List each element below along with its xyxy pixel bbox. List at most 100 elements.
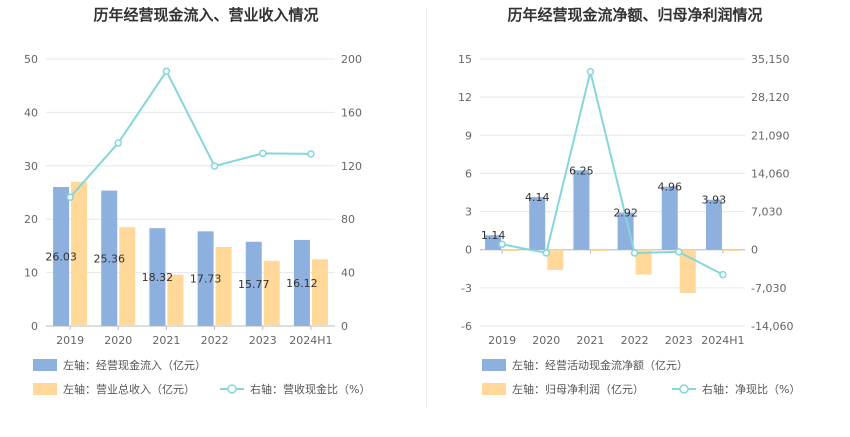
x-category-label: 2022 <box>201 334 229 347</box>
ratio-line <box>501 71 724 276</box>
ratio-point <box>719 270 727 279</box>
legend-secondary-label: 左轴：归母净利润（亿元） <box>512 382 644 396</box>
right-tick-label: 28,120 <box>751 91 790 104</box>
left-tick-label: 12 <box>458 91 472 104</box>
left-tick-label: 9 <box>465 129 472 142</box>
left-tick-label: 6 <box>465 167 472 180</box>
bar-data-label: 4.96 <box>658 181 683 194</box>
ratio-line <box>69 69 311 198</box>
x-category-label: 2022 <box>621 334 649 347</box>
ratio-point <box>66 193 74 202</box>
bar-data-label: 2.92 <box>613 207 638 220</box>
left-tick-label: 50 <box>24 53 38 66</box>
bar-primary <box>149 228 166 326</box>
ratio-point <box>586 68 595 76</box>
right-tick-label: 35,150 <box>751 53 790 66</box>
left-tick-label: 20 <box>24 213 38 226</box>
bar-data-label: 3.93 <box>702 194 727 207</box>
bar-secondary <box>167 274 184 326</box>
right-tick-label: -7,030 <box>751 282 786 295</box>
ratio-point <box>114 139 122 147</box>
net-cash-profit-chart: 历年经营现金流净额、归母净利润情况 -6 -3 0 3 6 9 12 15 -14,060 -7,0… <box>458 6 800 396</box>
bar-primary <box>705 199 722 250</box>
bar-secondary <box>215 246 232 326</box>
bar-data-label: 4.14 <box>525 191 550 204</box>
bar-primary <box>293 239 310 326</box>
chart-title: 历年经营现金流净额、归母净利润情况 <box>507 6 762 24</box>
bar-secondary <box>635 249 652 275</box>
legend-secondary-swatch <box>482 383 506 395</box>
right-tick-label: 0 <box>751 244 758 257</box>
bar-data-label: 16.12 <box>286 277 318 290</box>
bar-secondary <box>119 227 136 326</box>
x-category-label: 2024H1 <box>289 334 332 347</box>
ratio-point <box>307 150 315 158</box>
right-tick-label: 0 <box>341 320 348 333</box>
left-tick-label: 0 <box>31 320 38 333</box>
bar-data-label: 15.77 <box>238 278 270 291</box>
legend-primary-label: 左轴：经营现金流入（亿元） <box>63 358 206 372</box>
left-tick-label: 10 <box>24 267 38 280</box>
legend-primary-swatch <box>482 359 506 371</box>
legend-primary-swatch <box>33 359 57 371</box>
x-category-label: 2023 <box>249 334 277 347</box>
bar-primary <box>661 186 678 250</box>
bar-primary <box>573 170 590 250</box>
bar-data-label: 18.32 <box>142 271 174 284</box>
legend-secondary-label: 左轴：营业总收入（亿元） <box>63 382 195 396</box>
bar-primary <box>617 212 634 250</box>
legend-line-marker <box>679 384 689 394</box>
ratio-point <box>210 162 219 170</box>
left-tick-label: 0 <box>465 244 472 257</box>
chart-title: 历年经营现金流入、营业收入情况 <box>93 6 318 24</box>
bar-primary <box>53 186 70 326</box>
ratio-point <box>498 240 506 249</box>
legend-primary-label: 左轴：经营活动现金流净额（亿元） <box>512 358 688 372</box>
ratio-point <box>675 248 683 256</box>
panel-divider <box>426 8 427 408</box>
bar-data-label: 25.36 <box>94 252 126 265</box>
bar-secondary <box>723 249 740 251</box>
bar-primary <box>485 235 502 250</box>
legend-line-marker <box>227 384 237 394</box>
x-category-label: 2021 <box>576 334 604 347</box>
x-category-label: 2020 <box>104 334 132 347</box>
legend-secondary-swatch <box>33 383 57 395</box>
left-tick-label: -3 <box>461 282 472 295</box>
bar-primary <box>245 241 262 326</box>
right-tick-label: 80 <box>341 213 355 226</box>
bar-secondary <box>311 259 328 326</box>
right-tick-label: 21,090 <box>751 129 790 142</box>
legend-line-label: 右轴：净现比（%） <box>702 382 800 396</box>
right-tick-label: 7,030 <box>751 206 783 219</box>
left-tick-label: -6 <box>461 320 472 333</box>
bar-secondary <box>679 249 696 293</box>
bar-data-label: 1.14 <box>481 229 506 242</box>
x-category-label: 2021 <box>152 334 180 347</box>
x-category-label: 2020 <box>532 334 560 347</box>
right-tick-label: 200 <box>341 53 362 66</box>
bar-data-label: 26.03 <box>45 250 77 263</box>
left-tick-label: 3 <box>465 206 472 219</box>
bar-secondary <box>503 249 520 251</box>
left-tick-label: 30 <box>24 160 38 173</box>
bar-data-label: 6.25 <box>569 164 594 177</box>
ratio-point <box>259 149 267 158</box>
bar-secondary <box>263 260 280 326</box>
right-tick-label: 160 <box>341 106 362 119</box>
x-category-label: 2019 <box>488 334 516 347</box>
bar-primary <box>197 231 214 326</box>
x-category-label: 2023 <box>665 334 693 347</box>
bar-primary <box>101 190 118 326</box>
x-category-label: 2024H1 <box>701 334 744 347</box>
bar-secondary <box>71 181 88 326</box>
right-tick-label: 40 <box>341 267 355 280</box>
bar-secondary <box>547 249 564 271</box>
left-tick-label: 40 <box>24 106 38 119</box>
x-category-label: 2019 <box>56 334 84 347</box>
left-tick-label: 15 <box>458 53 472 66</box>
ratio-point <box>630 249 639 257</box>
cash-inflow-revenue-chart: 历年经营现金流入、营业收入情况 0 10 20 30 40 50 0 40 80 120 160 200… <box>24 6 370 396</box>
bar-primary <box>529 197 546 250</box>
